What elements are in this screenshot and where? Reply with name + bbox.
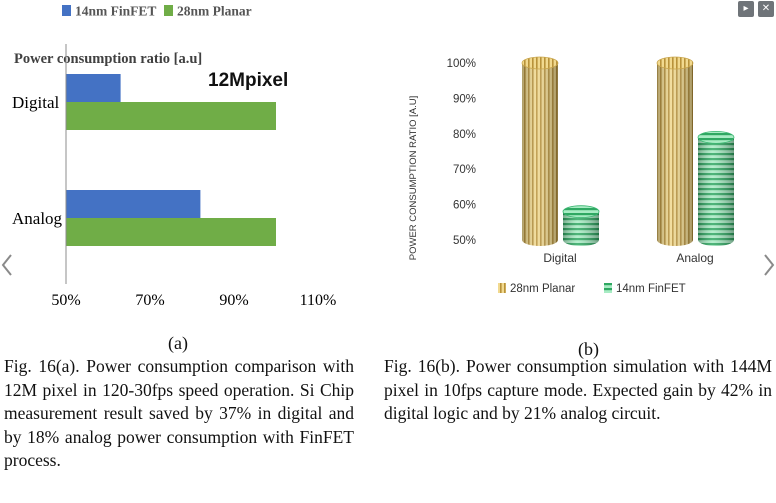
category-label-digital: Digital — [12, 93, 59, 112]
legend-label: 28nm Planar — [510, 283, 575, 295]
legend-swatch — [604, 283, 612, 293]
bar-28nm-planar-digital — [66, 102, 276, 130]
category-label-analog: Analog — [12, 209, 63, 228]
y-tick-label: 70% — [453, 164, 476, 176]
chart-a-bars — [66, 74, 276, 246]
y-tick-label: 80% — [453, 129, 476, 141]
cylinder-28nm-planar-digital — [521, 56, 559, 246]
y-tick-label: 90% — [453, 93, 476, 105]
chart-a: 14nm FinFET 28nm Planar Power consumption… — [12, 4, 336, 310]
play-button[interactable]: ▸ — [738, 1, 754, 17]
subfigure-label-b: (b) — [578, 339, 599, 359]
chevron-left-icon[interactable] — [0, 252, 14, 278]
x-tick-label: 70% — [135, 292, 164, 309]
close-button[interactable]: ✕ — [758, 1, 774, 17]
chart-b-ticks: 50% 60% 70% 80% 90% 100% — [447, 58, 476, 247]
chart-a-ticks: 50% 70% 90% 110% — [51, 292, 336, 309]
legend-b: 28nm Planar 14nm FinFET — [498, 283, 686, 295]
legend-swatch — [498, 283, 506, 293]
y-tick-label: 100% — [447, 58, 476, 70]
legend-label: 28nm Planar — [177, 4, 252, 19]
chart-a-categories: Digital Analog — [12, 93, 63, 228]
chart-a-title: Power consumption ratio [a.u] — [14, 51, 202, 67]
cylinder-14nm-finfet-digital — [562, 205, 600, 246]
x-tick-label: 90% — [219, 292, 248, 309]
legend-swatch — [164, 5, 173, 16]
category-label-digital: Digital — [543, 251, 576, 265]
bar-28nm-planar-analog — [66, 218, 276, 246]
y-tick-label: 60% — [453, 200, 476, 212]
cylinder-28nm-planar-analog — [656, 56, 694, 246]
legend-a: 14nm FinFET 28nm Planar — [62, 4, 252, 19]
legend-label: 14nm FinFET — [616, 283, 686, 295]
x-tick-label: 110% — [300, 292, 337, 309]
chart-b-categories: Digital Analog — [543, 251, 713, 265]
cylinder-14nm-finfet-analog — [697, 130, 735, 246]
chart-a-annotation: 12Mpixel — [208, 70, 288, 91]
y-tick-label: 50% — [453, 235, 476, 247]
legend-swatch — [62, 5, 71, 16]
chart-b-bars — [521, 56, 735, 246]
bar-14nm-finfet-analog — [66, 190, 201, 218]
chart-b: POWER CONSUMPTION RATIO [A.U] 50% 60% 70% 8… — [408, 56, 735, 295]
category-label-analog: Analog — [676, 251, 713, 265]
bar-14nm-finfet-digital — [66, 74, 121, 102]
chart-b-ylabel: POWER CONSUMPTION RATIO [A.U] — [408, 96, 419, 261]
caption-a: Fig. 16(a). Power consumption comparison… — [4, 356, 354, 470]
caption-b: Fig. 16(b). Power consumption simulation… — [384, 356, 772, 423]
chevron-right-icon[interactable] — [762, 252, 776, 278]
subfigure-label-a: (a) — [168, 333, 188, 353]
legend-label: 14nm FinFET — [75, 4, 156, 19]
x-tick-label: 50% — [51, 292, 80, 309]
